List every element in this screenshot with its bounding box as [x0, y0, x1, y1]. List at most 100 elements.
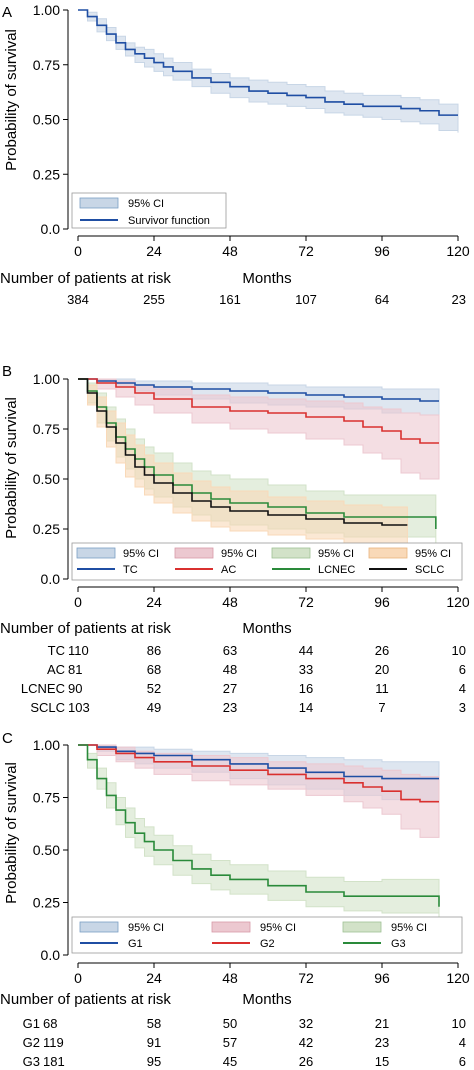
risk-value: 52: [147, 681, 161, 696]
ci-band-ac: [78, 378, 440, 480]
risk-value: 6: [459, 662, 466, 677]
y-tick-label: 0.50: [33, 471, 60, 487]
risk-value: 86: [147, 643, 161, 658]
panel-a-legend: 95% CI Survivor function: [71, 192, 227, 229]
x-tick-label: 24: [146, 243, 162, 259]
panel-a-ylabel: Probability of survival: [3, 29, 20, 171]
panel-c-ylabel: Probability of survival: [3, 762, 20, 904]
x-tick-label: 120: [446, 970, 470, 986]
panel-b: B Probability of survival 0.0 0.25 0.50 0.7…: [0, 363, 470, 715]
risk-value: 90: [68, 681, 82, 696]
risk-value: 4: [459, 681, 466, 696]
survival-curve-g2: [78, 744, 439, 803]
risk-value: 32: [299, 1016, 313, 1031]
legend-label: 95% CI: [260, 922, 296, 934]
risk-value: 33: [299, 662, 313, 677]
risk-row-label: SCLC: [30, 700, 65, 715]
risk-value: 10: [452, 1016, 466, 1031]
x-tick-label: 24: [146, 594, 162, 610]
x-tick-label: 24: [146, 970, 162, 986]
y-tick-label: 0.0: [41, 221, 61, 237]
risk-value: 27: [223, 681, 237, 696]
risk-row-label: G1: [23, 1016, 40, 1031]
x-tick-label: 48: [222, 243, 238, 259]
y-tick-label: 1.00: [33, 2, 60, 18]
legend-label: 95% CI: [128, 198, 164, 210]
risk-value: 49: [147, 700, 161, 715]
risk-row-label: AC: [47, 662, 65, 677]
y-tick-label: 1.00: [33, 737, 60, 753]
risk-value: 10: [452, 643, 466, 658]
legend-label: SCLC: [415, 564, 444, 576]
panel-b-label: B: [2, 363, 12, 380]
panel-b-axes: 0.0 0.25 0.50 0.75 1.00 0 24 48 72 96 120: [33, 371, 470, 610]
panel-c-risk-table: G1 68 58 50 32 21 10 G2 119 91 57 42 23 4 G3 181 95 45 26 1…: [23, 1016, 466, 1069]
risk-row-label: G3: [23, 1054, 40, 1069]
panel-a: A Probability of survival 0.0 0.25 0.50 0.7…: [0, 2, 470, 307]
risk-value: 181: [43, 1054, 65, 1069]
legend-swatch-ci: [271, 547, 311, 559]
risk-value: 23: [223, 700, 237, 715]
x-tick-label: 0: [74, 594, 82, 610]
y-tick-label: 0.50: [33, 112, 60, 128]
risk-value: 58: [147, 1016, 161, 1031]
ci-band-overall: [78, 9, 459, 133]
y-tick-label: 1.00: [33, 371, 60, 387]
x-tick-label: 72: [298, 594, 314, 610]
x-tick-label: 96: [374, 243, 390, 259]
legend-swatch-ci: [368, 547, 408, 559]
legend-swatch-ci: [79, 921, 119, 933]
panel-a-ci-bands: [78, 9, 459, 133]
survival-curve-ac: [78, 378, 439, 444]
risk-value: 68: [43, 1016, 57, 1031]
panel-a-survival-curves: [78, 9, 458, 116]
legend-label: 95% CI: [415, 548, 451, 560]
risk-value: 20: [375, 662, 389, 677]
panel-a-label: A: [2, 4, 12, 21]
x-tick-label: 120: [446, 594, 470, 610]
panel-b-xlabel: Months: [242, 620, 291, 637]
risk-value: 48: [223, 662, 237, 677]
risk-value: 23: [452, 292, 466, 307]
x-tick-label: 96: [374, 970, 390, 986]
risk-value: 16: [299, 681, 313, 696]
panel-c-xlabel: Months: [242, 991, 291, 1008]
risk-value: 3: [459, 700, 466, 715]
risk-value: 6: [459, 1054, 466, 1069]
risk-value: 4: [459, 1035, 466, 1050]
legend-label: 95% CI: [391, 922, 427, 934]
panel-c-label: C: [2, 730, 13, 747]
risk-value: 15: [375, 1054, 389, 1069]
legend-box: [71, 916, 463, 954]
risk-value: 26: [299, 1054, 313, 1069]
risk-value: 95: [147, 1054, 161, 1069]
x-tick-label: 72: [298, 970, 314, 986]
y-tick-label: 0.25: [33, 895, 60, 911]
x-tick-label: 48: [222, 970, 238, 986]
legend-label: LCNEC: [318, 564, 355, 576]
risk-row-label: TC: [48, 643, 65, 658]
y-tick-label: 0.25: [33, 166, 60, 182]
legend-label: Survivor function: [128, 215, 210, 227]
legend-label: AC: [221, 564, 236, 576]
legend-label: 95% CI: [318, 548, 354, 560]
y-tick-label: 0.0: [41, 571, 61, 587]
risk-table-header: Number of patients at risk: [0, 270, 171, 287]
panel-b-survival-curves: [78, 378, 439, 529]
x-tick-label: 72: [298, 243, 314, 259]
y-tick-label: 0.75: [33, 421, 60, 437]
risk-value: 68: [147, 662, 161, 677]
y-tick-label: 0.75: [33, 790, 60, 806]
risk-value: 21: [375, 1016, 389, 1031]
risk-value: 64: [375, 292, 389, 307]
survival-curve-sclc: [78, 378, 408, 526]
legend-swatch-ci: [342, 921, 382, 933]
panel-a-risk-table: 384 255 161 107 64 23: [67, 292, 466, 307]
x-tick-label: 120: [446, 243, 470, 259]
x-tick-label: 48: [222, 594, 238, 610]
survival-curve-overall: [78, 9, 458, 116]
legend-swatch-ci: [79, 197, 119, 209]
risk-value: 81: [68, 662, 82, 677]
panel-c-axes: 0.0 0.25 0.50 0.75 1.00 0 24 48 72 96 120: [33, 737, 470, 986]
legend-label: 95% CI: [128, 922, 164, 934]
